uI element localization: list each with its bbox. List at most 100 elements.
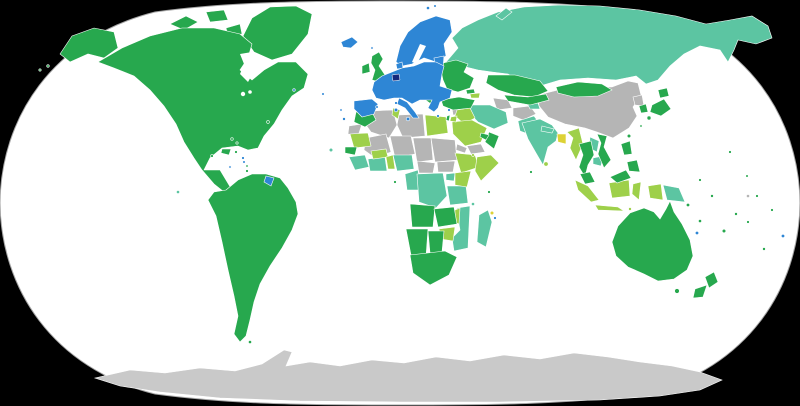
region-vietnam [596,133,612,169]
region-ivory-coast-ghana [367,156,388,172]
region-belarus-ukraine [440,59,475,93]
region-nepal [540,125,555,134]
region-myanmar [566,127,584,161]
region-pacific-dot-4 [755,194,759,198]
region-uae [479,132,490,141]
region-honshu [649,98,672,117]
region-niger [389,135,416,159]
region-taiwan-dot [626,133,632,139]
region-yemen [466,143,486,155]
region-bahamas-dot-2 [235,141,239,145]
region-west-papua [647,183,664,201]
region-pacific-dot-2 [734,212,738,216]
region-cyprus-dot [447,108,451,112]
region-svalbard-dot-2 [433,4,437,8]
region-sao-tome-dot [393,180,397,184]
region-bahamas-dot-1 [230,137,234,141]
region-new-zealand-south [692,284,708,299]
region-guadeloupe-dot [241,156,245,160]
region-angola [409,203,436,228]
region-greenland [242,5,313,61]
region-pacific-dot-7 [745,174,749,178]
region-bermuda-dot [266,120,270,124]
region-pacific-dot-6 [698,178,702,182]
region-canary-dot [342,117,346,121]
region-curacao-dot [228,165,232,169]
region-south-sudan [436,160,456,173]
region-new-zealand-north [704,271,719,289]
region-pacific-dot-5 [762,247,766,251]
region-comoros-dot [471,202,475,206]
region-java [594,204,626,212]
region-sri-lanka-dot [543,161,549,167]
region-galapagos-dot [176,190,180,194]
region-nigeria [392,154,415,172]
region-mongolia [555,81,613,98]
water-baltic-sea [412,44,426,64]
region-azores-dot [321,92,325,96]
regions-blue [228,4,785,239]
region-iceland [340,36,359,49]
region-chad [412,137,434,163]
region-djibouti-dot [471,153,475,157]
region-faroe-dot [370,46,374,50]
region-solomon-dot [685,203,690,208]
region-sicily-dot [405,116,411,122]
region-pacific-dot-9 [728,150,732,154]
region-botswana [427,230,445,254]
region-new-caledonia-dot [694,231,699,236]
region-iberia [353,98,379,118]
region-corsica-dot [394,101,398,105]
region-hispaniola [220,148,232,156]
region-vanuatu-dot [698,219,702,223]
region-eritrea [455,143,468,154]
region-martinique-dot [242,160,246,164]
region-sulawesi [631,181,642,201]
region-australia [611,200,694,282]
region-south-korea [638,103,649,114]
region-maldives-dot [529,170,533,174]
region-jordan [449,115,458,123]
region-philippines-luzon [620,140,633,156]
region-italy [396,97,420,119]
region-togo-benin [385,154,396,170]
water-great-lake-2 [248,90,252,94]
region-senegal [344,146,358,156]
region-cape-verde-dot [328,147,334,153]
region-sardinia-dot [393,107,399,113]
region-okinawa-dot [639,124,643,128]
region-alaska [59,27,119,63]
region-trinidad-dot [245,169,249,173]
region-armenia-azerbaijan [469,92,481,99]
region-belgium [391,73,401,82]
region-south-africa [409,250,458,286]
region-canadian-arctic-1 [169,15,199,31]
region-aleutian-dot-2 [38,68,42,72]
region-ireland [361,62,371,75]
region-french-guiana [263,175,275,187]
region-st-pierre-dot [292,88,296,92]
region-mauritania [349,132,372,149]
region-sudan [430,137,458,163]
region-reunion-dot [493,216,497,220]
region-madagascar [476,209,493,248]
region-israel [445,114,451,122]
region-lesser-antilles-dot [245,164,249,168]
regions-yellow [489,133,567,216]
region-turkey [440,96,476,111]
region-balearics-dot [375,105,379,109]
region-europe-mainland [371,61,453,113]
region-pacific-dot-8 [770,208,774,212]
region-lesser-sunda-dot [628,207,632,211]
regions-light-gray [93,349,723,403]
region-egypt [424,114,449,137]
region-bangladesh [556,133,567,145]
region-guinea-sierra-leone-liberia [348,154,370,171]
region-falkland-dot [248,340,252,344]
regions-green [38,5,774,344]
regions-teal [176,4,773,252]
region-central-african-republic [416,160,436,174]
regions-navy [391,73,401,82]
region-tanzania [446,185,469,206]
